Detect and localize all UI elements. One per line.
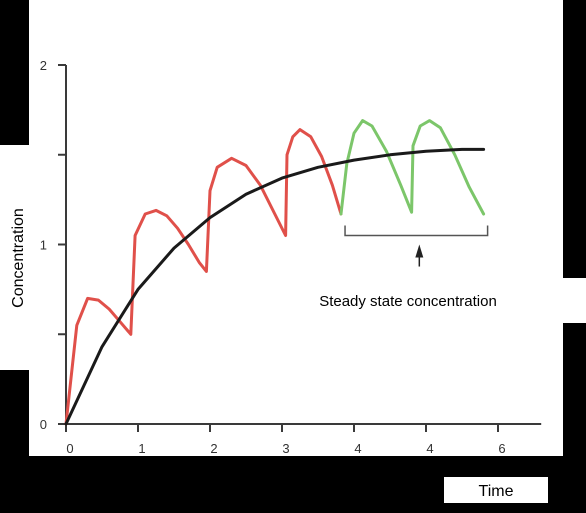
axes: 0 1 2 0 1 2 3 4 4 6 <box>40 58 542 456</box>
x-tick-label: 2 <box>210 441 217 456</box>
black-concentration-curve <box>64 147 486 426</box>
x-tick-label: 4 <box>354 441 361 456</box>
arrow-head <box>415 244 424 258</box>
frame-block-right-top <box>563 0 586 278</box>
red-concentration-curve <box>64 128 343 426</box>
x-tick-label: 6 <box>498 441 505 456</box>
frame-block-top-left <box>0 0 29 145</box>
x-tick-label: 0 <box>66 441 73 456</box>
y-tick-label: 1 <box>40 238 47 253</box>
x-axis-title-box <box>444 477 548 503</box>
steady-state-bracket <box>344 225 489 237</box>
steady-state-label: Steady state concentration <box>319 293 497 310</box>
x-tick-label: 1 <box>138 441 145 456</box>
y-axis-title: Concentration <box>10 208 27 308</box>
x-tick-label: 3 <box>282 441 289 456</box>
y-tick-label: 0 <box>40 417 47 432</box>
x-tick-label: 4 <box>426 441 433 456</box>
y-tick-label: 2 <box>40 58 47 73</box>
curves <box>64 119 486 426</box>
green-concentration-curve <box>339 119 486 216</box>
x-axis-title: Time <box>479 483 514 500</box>
annotation: Steady state concentration <box>319 225 497 310</box>
